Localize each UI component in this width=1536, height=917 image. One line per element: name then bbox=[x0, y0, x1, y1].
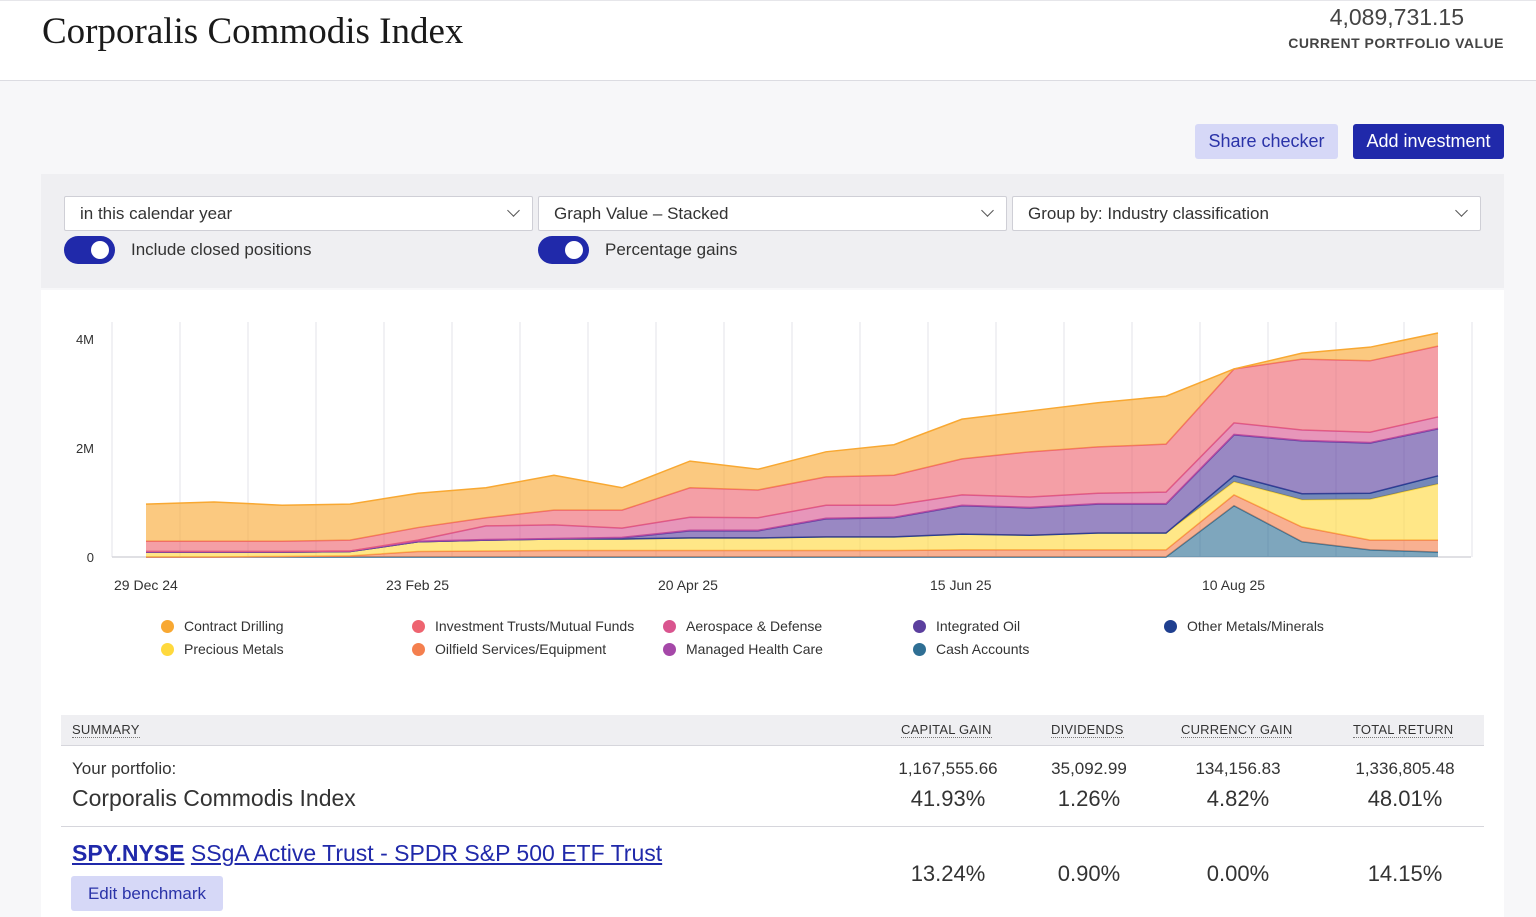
y-tick-label: 0 bbox=[87, 550, 94, 565]
legend-dot-icon bbox=[1164, 619, 1177, 633]
legend-dot-icon bbox=[663, 642, 676, 656]
legend-item[interactable]: Cash Accounts bbox=[913, 641, 1029, 657]
row-divider bbox=[61, 826, 1484, 827]
header bbox=[0, 0, 1536, 81]
legend-dot-icon bbox=[913, 642, 926, 656]
benchmark-name-link[interactable]: SSgA Active Trust - SPDR S&P 500 ETF Tru… bbox=[190, 840, 663, 866]
legend-item[interactable]: Managed Health Care bbox=[663, 641, 823, 657]
legend-label: Investment Trusts/Mutual Funds bbox=[435, 618, 635, 634]
legend-item[interactable]: Oilfield Services/Equipment bbox=[412, 641, 606, 657]
percentage-gains-toggle[interactable] bbox=[538, 236, 589, 264]
header-capital-gain: CAPITAL GAIN bbox=[901, 722, 992, 738]
group-by-value: Group by: Industry classification bbox=[1028, 204, 1269, 223]
legend-dot-icon bbox=[663, 619, 676, 633]
x-tick-label: 29 Dec 24 bbox=[114, 577, 178, 593]
header-currency-gain: CURRENCY GAIN bbox=[1181, 722, 1293, 738]
x-tick-label: 23 Feb 25 bbox=[386, 577, 449, 593]
y-tick-label: 4M bbox=[76, 332, 94, 347]
area-integrated-oil bbox=[146, 428, 1438, 553]
legend-label: Contract Drilling bbox=[184, 618, 284, 634]
portfolio-total-return: 1,336,805.48 bbox=[1355, 759, 1455, 778]
legend-dot-icon bbox=[161, 642, 174, 656]
portfolio-value-label: CURRENT PORTFOLIO VALUE bbox=[1288, 35, 1504, 51]
portfolio-dividends: 35,092.99 bbox=[1051, 759, 1127, 778]
portfolio-currency-gain-pct: 4.82% bbox=[1206, 786, 1270, 811]
benchmark-dividends-pct: 0.90% bbox=[1057, 861, 1121, 886]
portfolio-capital-gain-pct: 41.93% bbox=[910, 786, 986, 811]
legend-label: Integrated Oil bbox=[936, 618, 1021, 634]
portfolio-value: 4,089,731.15 bbox=[1329, 4, 1464, 30]
legend-dot-icon bbox=[412, 642, 425, 656]
legend-label: Oilfield Services/Equipment bbox=[435, 641, 607, 657]
filter-panel bbox=[41, 174, 1504, 288]
header-dividends: DIVIDENDS bbox=[1051, 722, 1124, 738]
include-closed-toggle[interactable] bbox=[64, 236, 115, 264]
x-tick-label: 15 Jun 25 bbox=[930, 577, 992, 593]
benchmark-total-return-pct: 14.15% bbox=[1367, 861, 1443, 886]
area-cash-accounts bbox=[146, 505, 1438, 557]
x-tick-label: 10 Aug 25 bbox=[1202, 577, 1265, 593]
legend-item[interactable]: Investment Trusts/Mutual Funds bbox=[412, 618, 634, 634]
portfolio-total-return-pct: 48.01% bbox=[1367, 786, 1443, 811]
benchmark-currency-gain-pct: 0.00% bbox=[1206, 861, 1270, 886]
header-total-return: TOTAL RETURN bbox=[1353, 722, 1454, 738]
y-tick-label: 2M bbox=[76, 441, 94, 456]
legend-item[interactable]: Other Metals/Minerals bbox=[1164, 618, 1324, 634]
header-summary: SUMMARY bbox=[72, 722, 140, 738]
legend-dot-icon bbox=[913, 619, 926, 633]
legend-item[interactable]: Contract Drilling bbox=[161, 618, 284, 634]
area-precious-metals bbox=[146, 481, 1438, 557]
period-value: in this calendar year bbox=[80, 204, 233, 223]
group-by-select[interactable]: Group by: Industry classification bbox=[1012, 196, 1481, 231]
edit-benchmark-button[interactable]: Edit benchmark bbox=[71, 876, 223, 911]
portfolio-dividends-pct: 1.26% bbox=[1057, 786, 1121, 811]
portfolio-label: Your portfolio: bbox=[72, 759, 177, 778]
graph-mode-value: Graph Value – Stacked bbox=[554, 204, 729, 223]
legend-dot-icon bbox=[161, 619, 174, 633]
legend-item[interactable]: Integrated Oil bbox=[913, 618, 1020, 634]
area-investment-trusts-mutual-funds bbox=[146, 346, 1438, 552]
include-closed-label: Include closed positions bbox=[131, 240, 312, 259]
stacked-area-chart: 0 2M 4M 29 Dec 24 23 Feb 25 20 Apr 25 15 Jun 2… bbox=[76, 322, 1473, 593]
legend-item[interactable]: Precious Metals bbox=[161, 641, 284, 657]
portfolio-name: Corporalis Commodis Index bbox=[72, 785, 356, 811]
legend-label: Precious Metals bbox=[184, 641, 284, 657]
benchmark-capital-gain-pct: 13.24% bbox=[910, 861, 986, 886]
summary-header-row bbox=[61, 715, 1484, 746]
x-tick-label: 20 Apr 25 bbox=[658, 577, 718, 593]
legend-item[interactable]: Aerospace & Defense bbox=[663, 618, 822, 634]
benchmark-ticker-link[interactable]: SPY.NYSE bbox=[72, 840, 185, 866]
percentage-gains-label: Percentage gains bbox=[605, 240, 738, 259]
legend-label: Other Metals/Minerals bbox=[1187, 618, 1324, 634]
line-contract-drilling bbox=[145, 332, 1439, 506]
portfolio-capital-gain: 1,167,555.66 bbox=[898, 759, 998, 778]
share-checker-button[interactable]: Share checker bbox=[1195, 124, 1338, 159]
graph-mode-select[interactable]: Graph Value – Stacked bbox=[538, 196, 1007, 231]
legend-label: Managed Health Care bbox=[686, 641, 823, 657]
legend-label: Cash Accounts bbox=[936, 641, 1030, 657]
legend-dot-icon bbox=[412, 619, 425, 633]
page-title: Corporalis Commodis Index bbox=[42, 11, 464, 52]
add-investment-button[interactable]: Add investment bbox=[1353, 124, 1504, 159]
portfolio-currency-gain: 134,156.83 bbox=[1195, 759, 1281, 778]
legend-label: Aerospace & Defense bbox=[686, 618, 823, 634]
period-select[interactable]: in this calendar year bbox=[64, 196, 533, 231]
